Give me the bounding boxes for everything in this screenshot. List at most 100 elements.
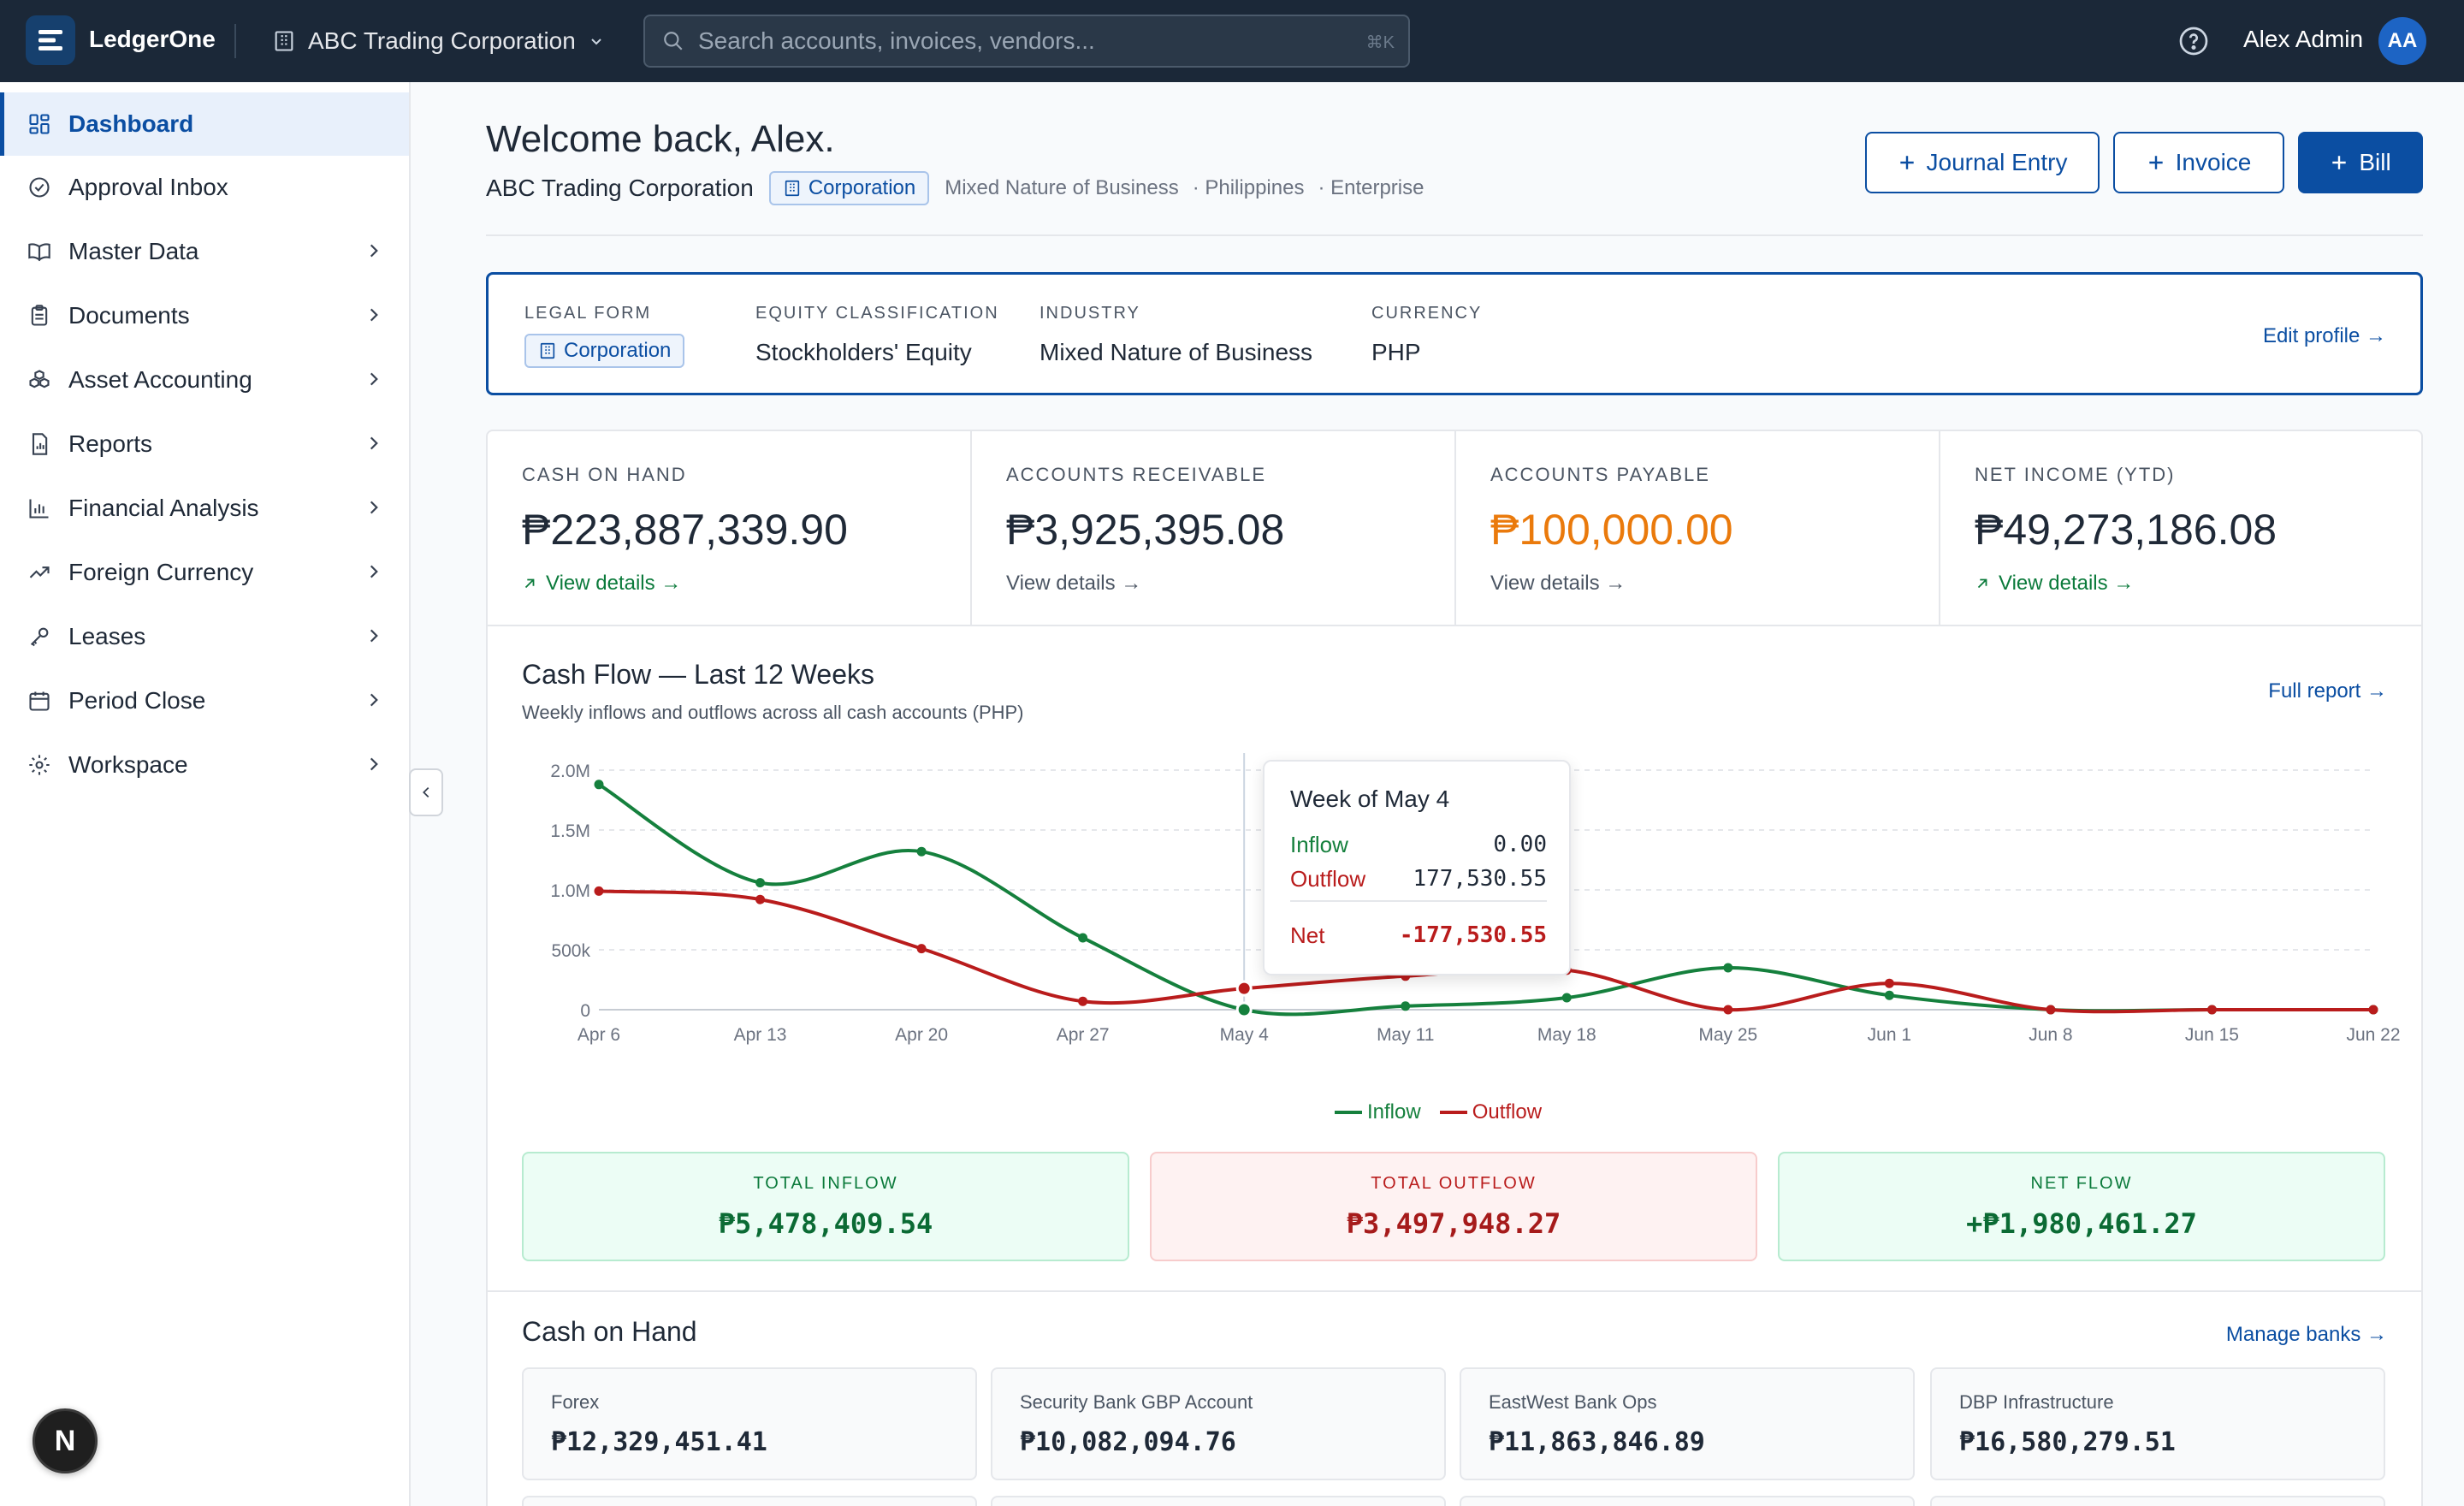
- view-details-link[interactable]: View details →: [1006, 572, 1141, 596]
- sidebar-collapse-button[interactable]: [409, 768, 443, 816]
- x-tick-label: Jun 8: [2029, 1025, 2072, 1045]
- total-outflow-card: TOTAL OUTFLOW ₱3,497,948.27: [1150, 1152, 1757, 1261]
- view-details-link[interactable]: View details →: [522, 572, 681, 596]
- bank-name: Forex: [551, 1391, 600, 1413]
- invoice-button[interactable]: Invoice: [2113, 132, 2284, 193]
- tier-meta: · Enterprise: [1318, 176, 1424, 199]
- x-tick-label: Apr 27: [1057, 1025, 1110, 1045]
- dev-badge[interactable]: N: [33, 1408, 98, 1473]
- chevron-down-icon: [591, 39, 601, 45]
- manage-banks-link[interactable]: Manage banks →: [2225, 1323, 2387, 1346]
- data-point-inflow: [594, 780, 604, 790]
- y-tick-label: 2.0M: [550, 762, 590, 781]
- legal-form-label: LEGAL FORM: [524, 304, 652, 323]
- bill-button[interactable]: Bill: [2298, 132, 2423, 193]
- bank-name: Security Bank GBP Account: [1020, 1391, 1253, 1413]
- edit-profile-link[interactable]: Edit profile →: [2262, 324, 2386, 347]
- view-details-link[interactable]: View details →: [1490, 572, 1626, 596]
- help-button[interactable]: [2178, 26, 2209, 61]
- bank-card[interactable]: [1460, 1496, 1915, 1506]
- sidebar-item-label: Foreign Currency: [68, 559, 254, 585]
- bank-card[interactable]: EastWest Bank Ops ₱11,863,846.89: [1460, 1367, 1915, 1480]
- sidebar-item-foreign-currency[interactable]: Foreign Currency: [0, 541, 409, 604]
- sidebar: Dashboard Approval Inbox Master Data Doc…: [0, 82, 411, 1506]
- cash-on-hand-title: Cash on Hand: [522, 1316, 697, 1347]
- search-input[interactable]: [698, 27, 1348, 55]
- view-details-link[interactable]: View details →: [1975, 572, 2134, 596]
- sidebar-item-label: Workspace: [68, 751, 188, 778]
- kpi-divider: [488, 625, 2421, 626]
- global-search[interactable]: ⌘K: [643, 15, 1410, 68]
- bank-name: DBP Infrastructure: [1959, 1391, 2114, 1413]
- bank-card[interactable]: [991, 1496, 1446, 1506]
- sidebar-item-approval-inbox[interactable]: Approval Inbox: [0, 156, 409, 219]
- bank-amount: ₱11,863,846.89: [1489, 1427, 1705, 1457]
- sidebar-item-reports[interactable]: Reports: [0, 412, 409, 476]
- app-logo[interactable]: [26, 15, 75, 65]
- chevron-left-icon: [423, 786, 429, 798]
- report-icon: [26, 430, 53, 458]
- sidebar-item-period-close[interactable]: Period Close: [0, 669, 409, 732]
- view-details-label: View details →: [1006, 572, 1142, 595]
- industry-field: INDUSTRY Mixed Nature of Business: [1040, 304, 1312, 366]
- user-name[interactable]: Alex Admin: [2243, 26, 2364, 52]
- sidebar-item-label: Asset Accounting: [68, 366, 252, 393]
- top-bar: LedgerOne ABC Trading Corporation ⌘K Ale…: [0, 0, 2464, 82]
- legend-inflow[interactable]: Inflow: [1335, 1100, 1421, 1124]
- data-point-outflow: [916, 944, 927, 954]
- sidebar-item-financial-analysis[interactable]: Financial Analysis: [0, 477, 409, 540]
- country-meta: · Philippines: [1192, 176, 1305, 199]
- y-tick-label: 500k: [551, 941, 590, 961]
- org-switcher-label: ABC Trading Corporation: [308, 27, 576, 54]
- logo-icon: [38, 30, 62, 50]
- summary-divider: [488, 1290, 2421, 1292]
- kpi-cash-on-hand: CASH ON HAND ₱223,887,339.90 View detail…: [488, 431, 972, 625]
- org-switcher[interactable]: ABC Trading Corporation: [272, 19, 605, 63]
- sidebar-item-asset-accounting[interactable]: Asset Accounting: [0, 348, 409, 412]
- sidebar-item-documents[interactable]: Documents: [0, 284, 409, 347]
- plus-icon: [1899, 156, 1914, 169]
- data-point-outflow: [2368, 1005, 2378, 1015]
- currency-value: PHP: [1371, 339, 1421, 365]
- page-title: Welcome back, Alex.: [486, 118, 835, 160]
- search-shortcut: ⌘K: [1365, 33, 1395, 52]
- sidebar-item-dashboard[interactable]: Dashboard: [0, 92, 409, 156]
- bill-label: Bill: [2359, 149, 2391, 175]
- bank-card[interactable]: DBP Infrastructure ₱16,580,279.51: [1930, 1367, 2385, 1480]
- chevron-right-icon: [370, 757, 378, 771]
- avatar[interactable]: AA: [2378, 17, 2426, 65]
- tooltip-inflow-value: 0.00: [1493, 832, 1547, 857]
- bank-card[interactable]: Forex ₱12,329,451.41: [522, 1367, 977, 1480]
- check-circle-icon: [26, 174, 53, 201]
- sidebar-item-master-data[interactable]: Master Data: [0, 220, 409, 283]
- bank-card[interactable]: Security Bank GBP Account ₱10,082,094.76: [991, 1367, 1446, 1480]
- sidebar-item-label: Master Data: [68, 238, 199, 264]
- equity-value: Stockholders' Equity: [755, 339, 972, 365]
- equity-field: EQUITY CLASSIFICATION Stockholders' Equi…: [755, 304, 999, 366]
- bank-card[interactable]: [522, 1496, 977, 1506]
- legend-outflow[interactable]: Outflow: [1439, 1100, 1542, 1124]
- bank-name: EastWest Bank Ops: [1489, 1391, 1657, 1413]
- full-report-link[interactable]: Full report →: [2268, 679, 2387, 703]
- kpi-accounts-receivable: ACCOUNTS RECEIVABLE ₱3,925,395.08 View d…: [972, 431, 1456, 625]
- data-point-outflow: [2206, 1005, 2217, 1015]
- sidebar-item-workspace[interactable]: Workspace: [0, 733, 409, 797]
- net-flow-card: NET FLOW +₱1,980,461.27: [1778, 1152, 2385, 1261]
- view-details-label: View details →: [1490, 572, 1626, 595]
- data-point-outflow: [1078, 996, 1088, 1006]
- chevron-right-icon: [370, 565, 378, 578]
- bar-chart-icon: [26, 495, 53, 522]
- sidebar-item-leases[interactable]: Leases: [0, 605, 409, 668]
- bank-card[interactable]: [1930, 1496, 2385, 1506]
- tooltip-inflow-row: Inflow 0.00: [1290, 832, 1547, 858]
- view-details-label: View details →: [546, 572, 682, 595]
- header-divider: [486, 234, 2423, 236]
- total-inflow-value: ₱5,478,409.54: [718, 1207, 933, 1240]
- calendar-icon: [26, 687, 53, 714]
- data-point-outflow: [755, 894, 766, 904]
- sidebar-item-label: Dashboard: [68, 110, 194, 137]
- sidebar-item-label: Reports: [68, 430, 153, 457]
- total-inflow-card: TOTAL INFLOW ₱5,478,409.54: [522, 1152, 1129, 1261]
- journal-entry-button[interactable]: Journal Entry: [1865, 132, 2100, 193]
- x-tick-label: Jun 1: [1868, 1025, 1911, 1045]
